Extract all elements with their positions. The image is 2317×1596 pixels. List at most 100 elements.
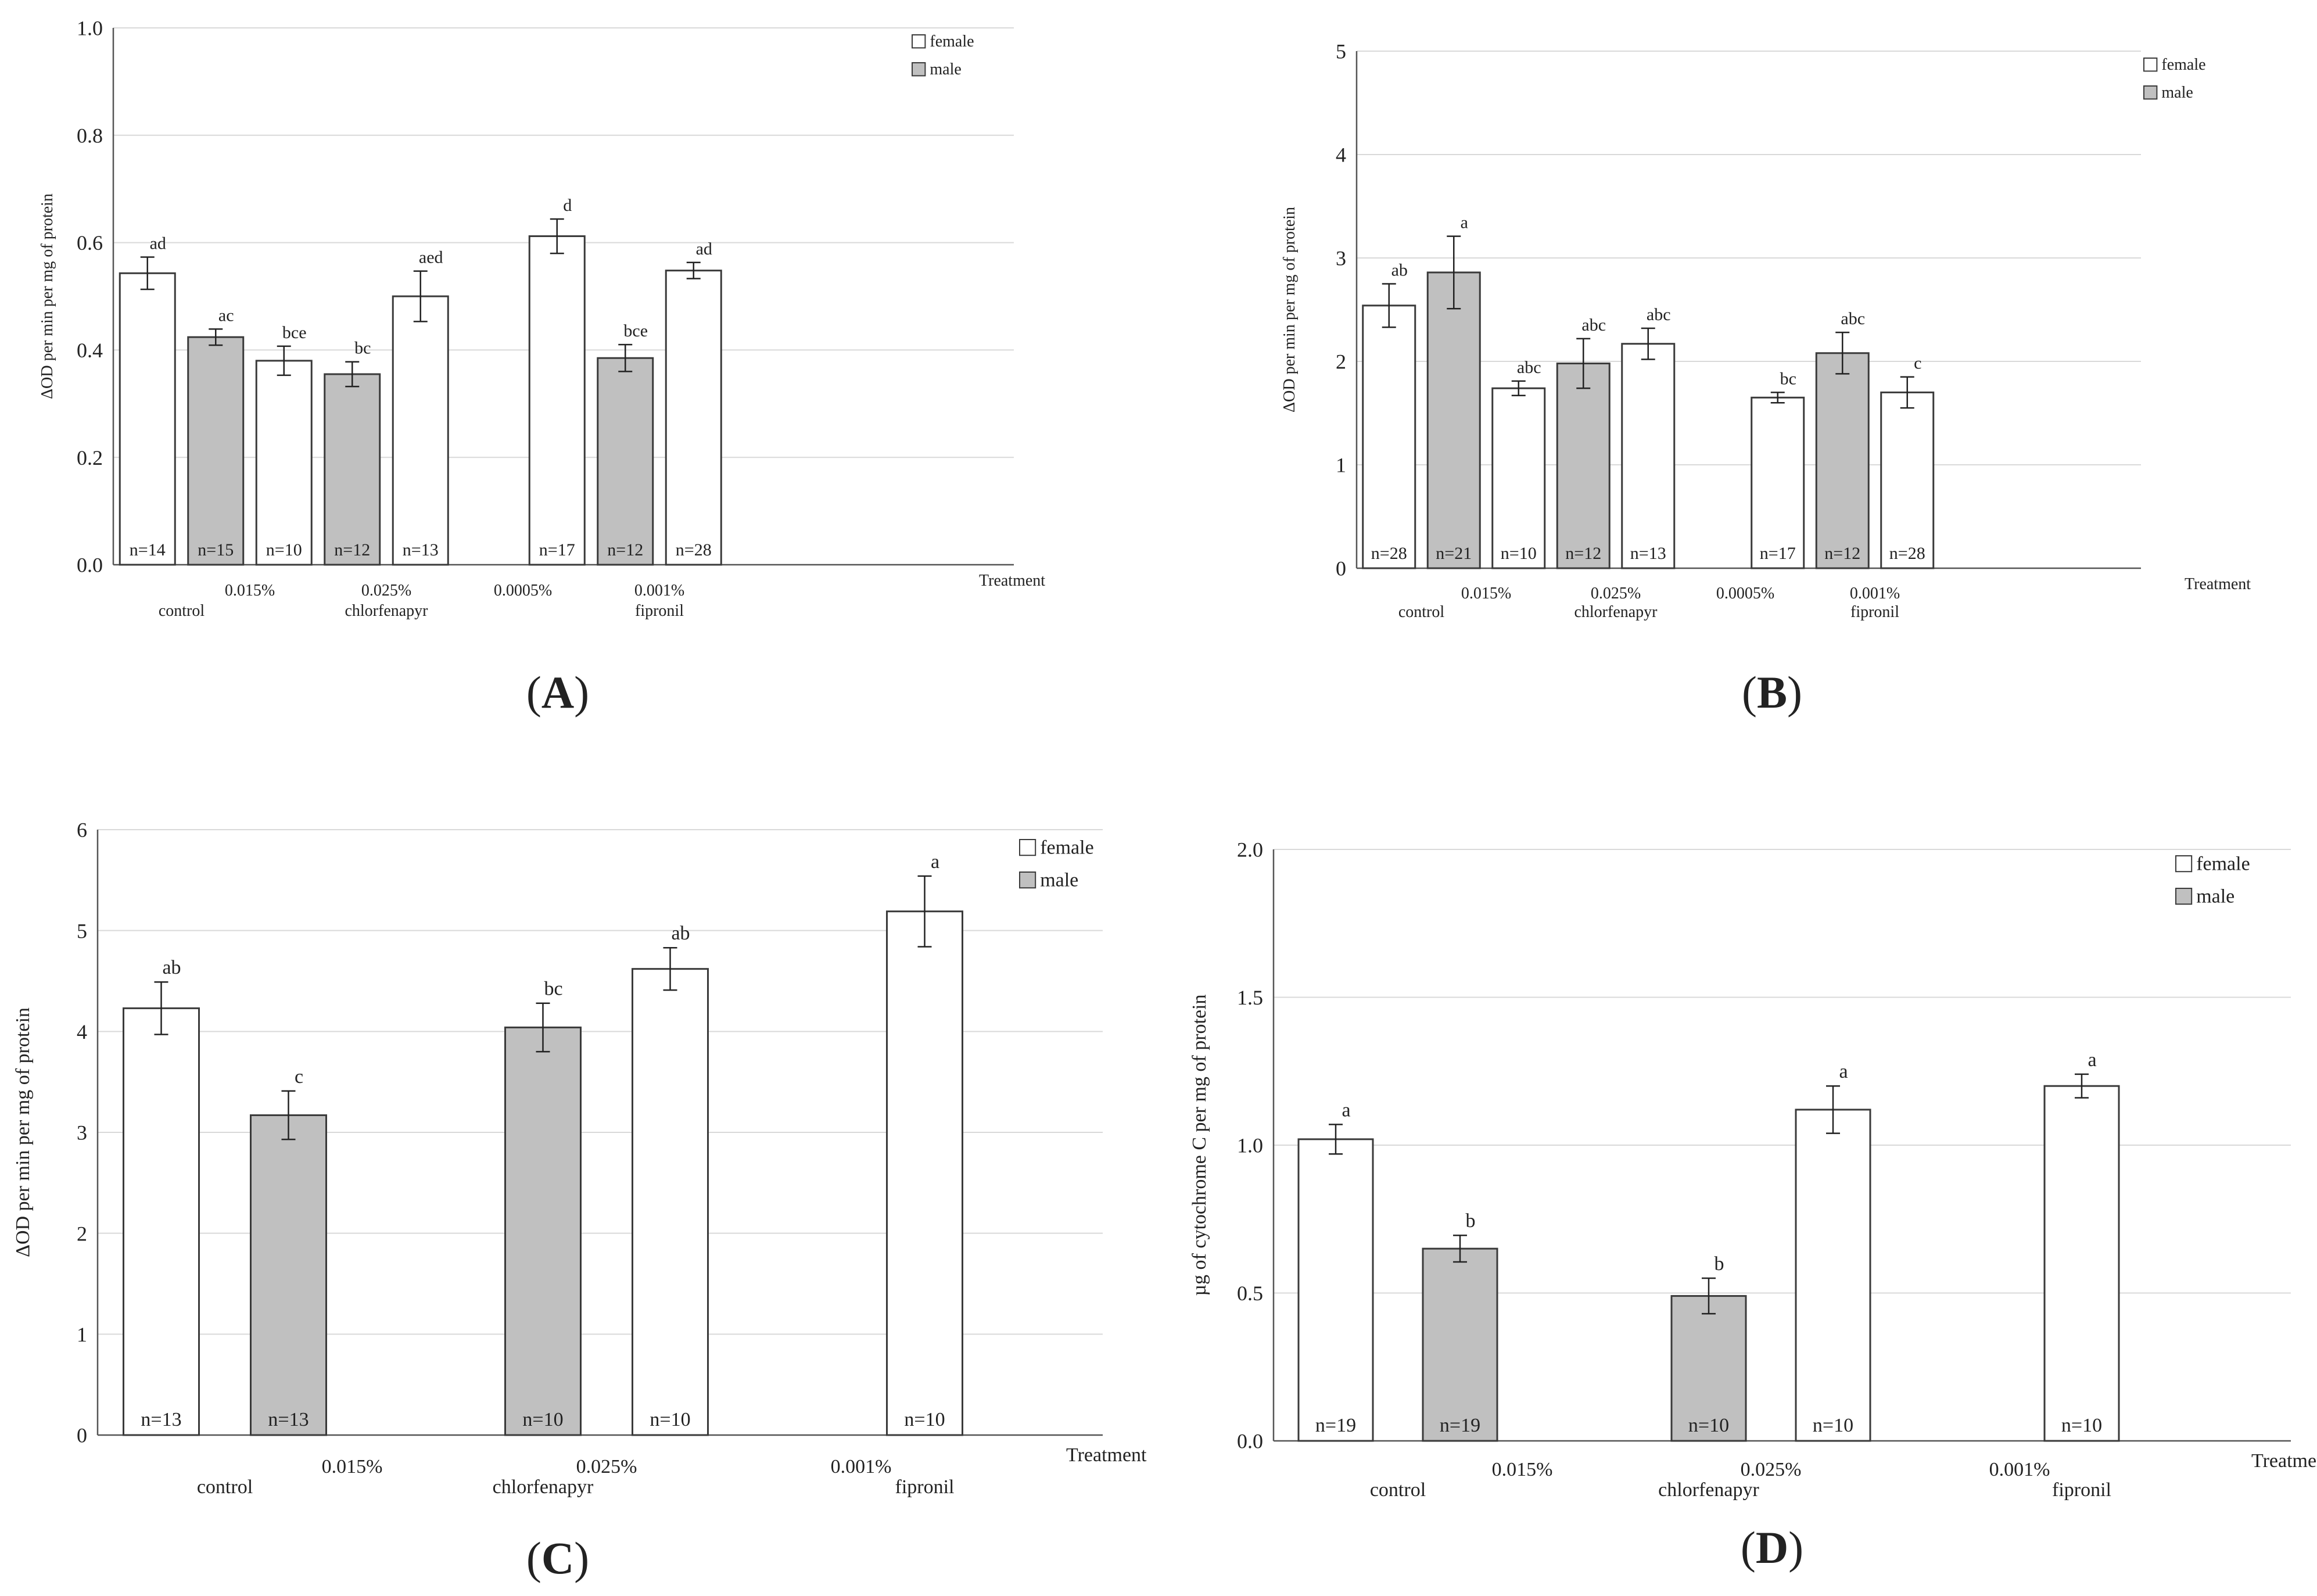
bar-female xyxy=(886,910,963,1436)
x-tick-label: 0.025% xyxy=(576,1456,637,1477)
bar-female xyxy=(123,1007,200,1436)
significance-label: abc xyxy=(1517,358,1541,377)
bar-female xyxy=(1621,343,1676,569)
x-tick-label: 0.015% xyxy=(322,1456,383,1477)
x-axis-title: Treatment xyxy=(2185,575,2251,593)
bar-male xyxy=(1422,1247,1498,1442)
x-axis-title: Treatment xyxy=(1066,1444,1147,1466)
y-tick-label: 1.0 xyxy=(77,17,103,40)
legend-label-female: female xyxy=(930,33,974,51)
bar-female xyxy=(1362,304,1416,569)
group-label: chlorfenapyr xyxy=(345,602,428,620)
y-tick-label: 0 xyxy=(77,1424,87,1447)
x-tick-label: 0.0005% xyxy=(1716,584,1774,602)
bar-male xyxy=(1426,271,1481,569)
legend-label-male: male xyxy=(2161,84,2193,102)
bar-female xyxy=(1751,396,1805,569)
sample-size-label: n=12 xyxy=(1565,544,1601,563)
sample-size-label: n=12 xyxy=(334,540,370,560)
group-label: fipronil xyxy=(1850,603,1899,621)
bar-female xyxy=(255,360,313,566)
sample-size-label: n=28 xyxy=(1371,544,1407,563)
significance-label: ab xyxy=(671,923,690,944)
y-axis-label: ΔOD per min per mg of protein xyxy=(1281,207,1299,413)
sample-size-label: n=13 xyxy=(268,1409,309,1430)
sample-size-label: n=12 xyxy=(607,540,643,560)
x-tick-label: 0.025% xyxy=(1741,1459,1802,1480)
significance-label: a xyxy=(1461,213,1468,232)
panel-label-d: (D) xyxy=(1741,1522,1803,1573)
x-axis-title: Treatment xyxy=(979,572,1045,590)
significance-label: ab xyxy=(162,957,181,978)
legend-swatch-male xyxy=(2143,85,2158,100)
bar-male xyxy=(597,357,654,566)
significance-label: bce xyxy=(282,323,307,342)
sample-size-label: n=14 xyxy=(130,540,166,560)
y-tick-label: 1.0 xyxy=(1237,1134,1263,1157)
bar-female xyxy=(392,295,449,566)
significance-label: d xyxy=(563,196,572,215)
y-tick-label: 3 xyxy=(77,1121,87,1145)
y-tick-label: 5 xyxy=(1336,40,1346,63)
y-tick-label: 0.6 xyxy=(77,231,103,254)
legend-label-female: female xyxy=(2196,853,2250,874)
bar-male xyxy=(324,373,381,566)
significance-label: a xyxy=(1342,1099,1350,1121)
x-tick-label: 0.001% xyxy=(831,1456,892,1477)
significance-label: bc xyxy=(354,339,371,358)
group-label: chlorfenapyr xyxy=(493,1476,594,1498)
bar-male xyxy=(187,336,245,566)
y-tick-label: 0.0 xyxy=(77,554,103,577)
significance-label: abc xyxy=(1647,305,1671,324)
legend-swatch-female xyxy=(912,34,926,49)
legend-swatch-female xyxy=(1019,839,1036,856)
significance-label: a xyxy=(1839,1061,1848,1082)
sample-size-label: n=17 xyxy=(1760,544,1796,563)
y-tick-label: 0 xyxy=(1336,557,1346,580)
x-tick-label: 0.0005% xyxy=(494,582,552,600)
legend-swatch-male xyxy=(1019,871,1036,889)
x-tick-label: 0.001% xyxy=(1989,1459,2050,1480)
y-axis-label: ΔOD per min per mg of protein xyxy=(12,1007,34,1257)
y-axis-label: ΔOD per min per mg of protein xyxy=(38,193,56,399)
y-tick-label: 2 xyxy=(1336,350,1346,374)
significance-label: bc xyxy=(1780,369,1796,388)
x-tick-label: 0.001% xyxy=(634,582,684,600)
sample-size-label: n=10 xyxy=(1813,1415,1853,1436)
y-tick-label: 2 xyxy=(77,1222,87,1245)
group-label: chlorfenapyr xyxy=(1574,603,1658,621)
legend-label-female: female xyxy=(2161,56,2205,74)
sample-size-label: n=21 xyxy=(1436,544,1472,563)
bar-female xyxy=(1880,391,1935,569)
significance-label: aed xyxy=(419,248,443,267)
chart-panel-c: 0 1 2 3 4 5 6 ΔOD per min per mg of protein Trea… xyxy=(12,819,1147,1498)
y-tick-label: 3 xyxy=(1336,247,1346,270)
sample-size-label: n=10 xyxy=(1501,544,1537,563)
legend-swatch-female xyxy=(2175,855,2193,873)
significance-label: ad xyxy=(150,234,166,253)
sample-size-label: n=19 xyxy=(1315,1415,1356,1436)
sample-size-label: n=19 xyxy=(1440,1415,1480,1436)
sample-size-label: n=13 xyxy=(403,540,439,560)
sample-size-label: n=10 xyxy=(650,1409,690,1430)
group-label: control xyxy=(197,1476,253,1498)
legend-swatch-male xyxy=(2175,888,2193,905)
group-label: control xyxy=(159,602,205,620)
bar-male xyxy=(1670,1295,1747,1442)
significance-label: ab xyxy=(1391,261,1408,280)
sample-size-label: n=10 xyxy=(522,1409,563,1430)
bar-female xyxy=(632,968,709,1436)
significance-label: ad xyxy=(696,239,712,259)
x-tick-label: 0.015% xyxy=(1461,584,1511,602)
sample-size-label: n=13 xyxy=(141,1409,181,1430)
bar-female xyxy=(665,270,722,566)
bar-female xyxy=(528,235,586,566)
significance-label: a xyxy=(931,851,939,873)
sample-size-label: n=28 xyxy=(676,540,712,560)
x-tick-label: 0.015% xyxy=(225,582,275,600)
chart-panel-a: 0.0 0.2 0.4 0.6 0.8 1.0 ΔOD per min per mg of … xyxy=(38,17,1045,620)
significance-label: a xyxy=(2088,1049,2096,1071)
panel-label-b: (B) xyxy=(1742,667,1802,718)
y-tick-label: 4 xyxy=(77,1020,87,1043)
